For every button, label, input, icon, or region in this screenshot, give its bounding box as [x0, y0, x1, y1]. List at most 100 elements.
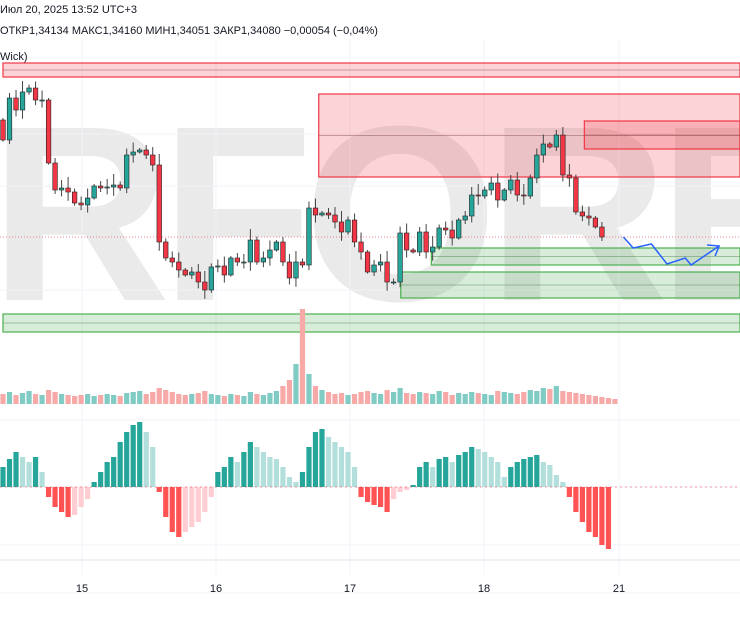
volume-bar: [417, 392, 423, 404]
x-tick: 17: [343, 583, 357, 595]
candle-body: [325, 212, 332, 216]
volume-bar: [384, 390, 390, 404]
oscillator-bar: [163, 487, 169, 517]
volume-bar: [52, 392, 58, 404]
oscillator-bar: [215, 472, 221, 487]
candle-body: [312, 207, 319, 216]
candle-body: [579, 211, 585, 217]
oscillator-bar: [98, 472, 104, 487]
candle-body: [58, 187, 65, 191]
oscillator-bar: [547, 465, 553, 487]
oscillator-bar: [111, 457, 117, 487]
candle-body: [566, 174, 572, 179]
candle-body: [202, 281, 208, 291]
volume-bar: [247, 392, 253, 404]
candle-body: [371, 264, 377, 273]
supply-zone: [318, 93, 740, 178]
volume-bar: [163, 390, 169, 404]
supply-zone: [583, 120, 740, 150]
oscillator-bar: [462, 452, 468, 487]
volume-bar: [306, 374, 312, 404]
candle-body: [364, 251, 371, 273]
candle-body: [13, 97, 19, 111]
candle-body: [586, 215, 592, 219]
oscillator-bar: [117, 442, 123, 487]
oscillator-bar: [338, 447, 345, 487]
volume-bar: [325, 392, 332, 404]
candle-body: [358, 241, 364, 253]
candle-body: [404, 232, 410, 251]
volume-bar: [482, 394, 488, 404]
volume-bar: [553, 386, 559, 404]
candle-body: [247, 239, 253, 263]
arrowhead-icon: [707, 244, 721, 257]
x-tick: 16: [209, 583, 223, 595]
oscillator-bar: [202, 487, 208, 512]
candle-body: [338, 221, 345, 233]
candle-body: [462, 215, 468, 221]
candle-body: [345, 219, 351, 233]
oscillator-bar: [592, 487, 599, 537]
oscillator-bar: [540, 462, 546, 487]
oscillator-bar: [45, 487, 52, 497]
candle-body: [72, 191, 78, 204]
volume-bar: [254, 394, 260, 404]
volume-bar: [241, 396, 247, 404]
volume-bar: [573, 393, 579, 404]
volume-bar: [560, 391, 566, 404]
candle-body: [293, 261, 299, 279]
oscillator-bar: [156, 487, 162, 492]
volume-bar: [202, 391, 208, 404]
candle-body: [410, 249, 416, 253]
oscillator-bar: [527, 457, 533, 487]
volume-bar: [111, 395, 117, 404]
candle-body: [150, 154, 156, 166]
oscillator-bar: [182, 487, 188, 532]
candle-body: [449, 229, 455, 239]
oscillator-bar: [482, 452, 488, 487]
volume-bar: [137, 391, 143, 404]
volume-bar: [299, 309, 306, 404]
volume-bar: [592, 396, 599, 404]
volume-bar: [312, 386, 319, 404]
oscillator-bar: [39, 472, 45, 487]
volume-bar: [293, 364, 299, 404]
oscillator-bar: [247, 442, 253, 487]
oscillator-bar: [573, 487, 579, 512]
oscillator-bar: [443, 457, 449, 487]
oscillator-bar: [267, 457, 273, 487]
candle-body: [39, 99, 45, 102]
candle-body: [469, 194, 475, 217]
candle-body: [527, 177, 533, 197]
volume-bar: [156, 388, 162, 404]
candle-body: [117, 184, 123, 189]
oscillator-bar: [514, 462, 520, 487]
oscillator-bar: [560, 482, 566, 487]
candle-body: [482, 189, 488, 197]
datetime-label: Июл 20, 2025 13:52 UTC+3: [0, 4, 137, 16]
volume-bar: [267, 393, 273, 404]
oscillator-bar: [501, 477, 507, 487]
volume-bar: [423, 393, 429, 404]
volume-bar: [58, 394, 65, 404]
indicator-label[interactable]: Wick): [0, 51, 28, 63]
oscillator-bar: [286, 477, 293, 487]
candle-body: [377, 261, 384, 266]
oscillator-bar: [449, 462, 455, 487]
candle-body: [143, 149, 149, 156]
volume-bar: [19, 393, 26, 404]
candle-body: [208, 266, 214, 291]
oscillator-bar: [13, 452, 19, 487]
volume-bar: [612, 399, 618, 404]
candle-body: [456, 219, 462, 239]
volume-bar: [260, 395, 266, 404]
oscillator-bar: [260, 452, 266, 487]
volume-bar: [91, 396, 97, 404]
candle-body: [241, 261, 247, 264]
oscillator-bar: [91, 482, 97, 487]
candle-body: [260, 257, 267, 263]
ohlc-readout: ОТКР1,34134 МАКС1,34160 МИН1,34051 ЗАКР1…: [0, 25, 378, 37]
candle-body: [6, 97, 13, 141]
candle-body: [488, 182, 494, 191]
